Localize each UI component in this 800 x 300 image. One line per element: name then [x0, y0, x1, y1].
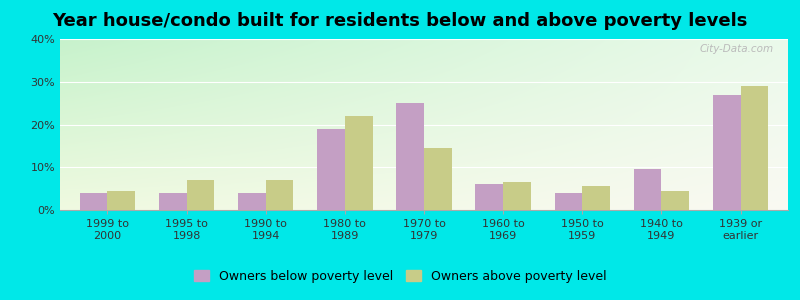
- Bar: [713, 94, 741, 210]
- Bar: [741, 86, 768, 210]
- Bar: [475, 184, 503, 210]
- Bar: [238, 193, 266, 210]
- Bar: [634, 169, 662, 210]
- Bar: [396, 103, 424, 210]
- Bar: [186, 180, 214, 210]
- Bar: [503, 182, 531, 210]
- Legend: Owners below poverty level, Owners above poverty level: Owners below poverty level, Owners above…: [189, 265, 611, 288]
- Bar: [582, 187, 610, 210]
- Text: Year house/condo built for residents below and above poverty levels: Year house/condo built for residents bel…: [52, 12, 748, 30]
- Bar: [107, 191, 135, 210]
- Bar: [80, 193, 107, 210]
- Bar: [662, 191, 689, 210]
- Bar: [554, 193, 582, 210]
- Bar: [317, 129, 345, 210]
- Bar: [159, 193, 186, 210]
- Bar: [345, 116, 373, 210]
- Text: City-Data.com: City-Data.com: [699, 44, 774, 54]
- Bar: [424, 148, 452, 210]
- Bar: [266, 180, 294, 210]
